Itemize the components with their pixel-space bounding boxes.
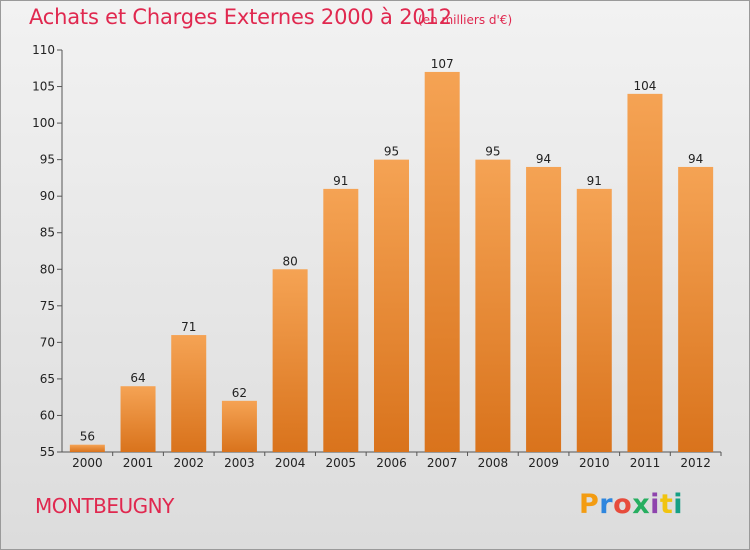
y-tick-label: 70 — [40, 335, 55, 349]
bar-value-label: 62 — [232, 386, 247, 400]
bar — [678, 166, 714, 453]
x-tick-label: 2012 — [680, 456, 711, 470]
brand-letter: o — [613, 489, 633, 520]
bar — [171, 335, 207, 452]
bar-value-label: 95 — [485, 145, 500, 159]
y-tick-label: 75 — [40, 299, 55, 313]
y-tick-label: 110 — [32, 43, 55, 57]
bar-value-label: 94 — [688, 152, 703, 166]
bar — [272, 269, 308, 452]
brand-letter: i — [673, 489, 684, 520]
x-tick-label: 2009 — [528, 456, 559, 470]
x-tick-label: 2001 — [123, 456, 154, 470]
bar — [374, 159, 409, 453]
x-tick-label: 2004 — [275, 456, 306, 470]
bar-series: 56 64 71 62 80 91 95 107 95 94 91 104 94 — [69, 57, 714, 453]
x-tick-label: 2008 — [478, 456, 509, 470]
bar-value-label: 80 — [282, 254, 297, 268]
y-tick-label: 90 — [40, 189, 55, 203]
y-tick-label: 95 — [40, 153, 55, 167]
y-tick-label: 105 — [32, 80, 55, 94]
bar-value-label: 95 — [384, 145, 399, 159]
brand-letter: i — [650, 489, 660, 520]
chart-title: Achats et Charges Externes 2000 à 2012 — [29, 5, 452, 29]
bar — [475, 159, 511, 453]
bar — [221, 400, 257, 452]
bar — [120, 386, 156, 452]
bar-value-label: 56 — [80, 430, 95, 444]
bar-value-label: 71 — [181, 320, 196, 334]
bar-value-label: 94 — [536, 152, 551, 166]
commune-name: MONTBEUGNY — [35, 494, 174, 518]
bar-value-label: 64 — [130, 371, 145, 385]
bar — [627, 93, 663, 452]
chart-subtitle: (en milliers d'€) — [418, 13, 513, 27]
x-tick-label: 2000 — [72, 456, 103, 470]
bar-value-label: 91 — [587, 174, 602, 188]
bar — [526, 166, 562, 453]
brand-letter: r — [599, 489, 614, 520]
bar-value-label: 107 — [431, 57, 454, 71]
bar — [576, 188, 612, 452]
x-tick-label: 2011 — [630, 456, 661, 470]
x-axis: 2000 2001 2002 2003 2004 2005 2006 2007 2008 2009… — [72, 452, 722, 470]
y-tick-label: 65 — [40, 372, 55, 386]
bar-value-label: 104 — [634, 79, 657, 93]
x-tick-label: 2002 — [173, 456, 204, 470]
brand-logo: Proxiti — [579, 489, 683, 520]
x-tick-label: 2007 — [427, 456, 458, 470]
bar — [69, 444, 105, 452]
brand-letter: t — [659, 489, 674, 520]
y-tick-label: 80 — [40, 262, 55, 276]
x-tick-label: 2003 — [224, 456, 255, 470]
brand-letter: x — [632, 489, 651, 520]
bar-value-label: 91 — [333, 174, 348, 188]
x-tick-label: 2006 — [376, 456, 407, 470]
x-tick-label: 2005 — [326, 456, 357, 470]
bar — [323, 188, 359, 452]
x-tick-label: 2010 — [579, 456, 610, 470]
y-tick-label: 100 — [32, 116, 55, 130]
bar — [424, 71, 460, 452]
y-tick-label: 60 — [40, 408, 55, 422]
y-tick-label: 85 — [40, 226, 55, 240]
y-axis: 55 60 65 70 75 80 85 90 95 100 105 110 — [32, 43, 721, 459]
y-tick-label: 55 — [40, 445, 55, 459]
brand-letter: P — [579, 489, 600, 520]
